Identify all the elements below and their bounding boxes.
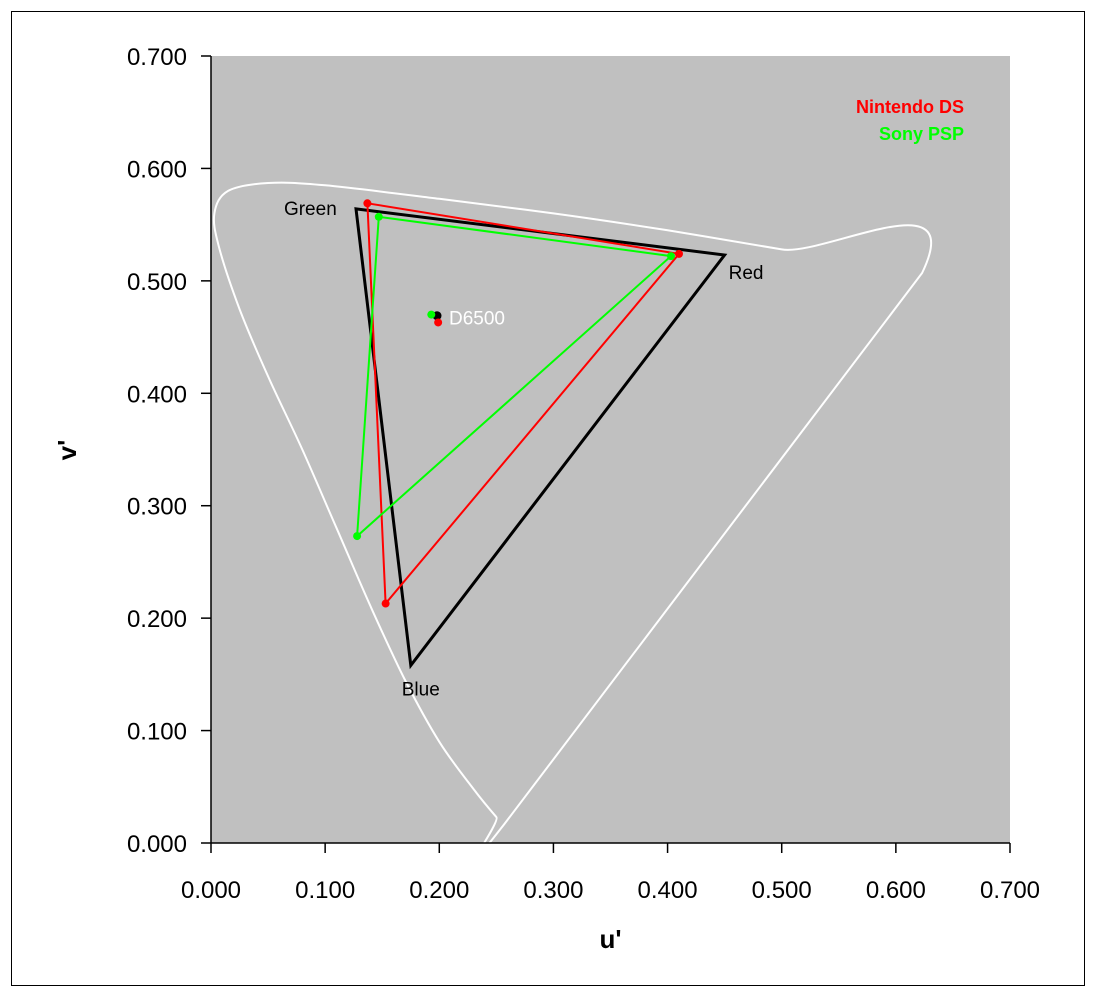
red-primary-label: Red [729, 263, 764, 284]
white-point-label: D6500 [449, 309, 505, 330]
legend-entry-nintendo-ds: Nintendo DS [856, 97, 964, 117]
nintendo-ds-primary-point-1 [674, 249, 683, 258]
sony-psp-gamut-triangle [355, 215, 674, 539]
y-tick-label: 0.300 [127, 494, 187, 521]
nintendo-ds-white-point [434, 318, 443, 327]
sony-psp-white-point [427, 310, 436, 319]
y-tick-label: 0.700 [127, 44, 187, 71]
spectral-locus-layer [212, 181, 932, 866]
nintendo-ds-primary-point-0 [363, 199, 372, 208]
y-tick-label: 0.500 [127, 269, 187, 296]
series-layer [353, 199, 728, 670]
nintendo-ds-primary-point-2 [381, 599, 390, 608]
green-primary-label: Green [284, 199, 337, 220]
x-tick-label: 0.200 [409, 877, 469, 904]
x-tick-label: 0.500 [752, 877, 812, 904]
nintendo-ds-gamut-triangle [366, 202, 681, 607]
x-tick-label: 0.300 [523, 877, 583, 904]
y-tick-label: 0.600 [127, 156, 187, 183]
legend-entry-sony-psp: Sony PSP [879, 124, 964, 144]
sony-psp-primary-point-1 [666, 252, 675, 261]
x-tick-label: 0.700 [980, 877, 1040, 904]
x-tick-label: 0.400 [638, 877, 698, 904]
plot-area [211, 56, 1010, 843]
spectral-locus-curve [212, 181, 932, 866]
axes-layer: 0.000 0.100 0.200 0.300 0.400 0.500 0.600 0.700… [127, 44, 1040, 904]
y-tick-label: 0.200 [127, 606, 187, 633]
sony-psp-primary-point-2 [353, 532, 362, 541]
y-axis-title: v' [52, 440, 82, 461]
x-tick-label: 0.000 [181, 877, 241, 904]
blue-primary-label: Blue [402, 679, 440, 700]
y-tick-label: 0.400 [127, 381, 187, 408]
y-tick-label: 0.100 [127, 719, 187, 746]
x-axis-title: u' [599, 924, 621, 954]
y-tick-label: 0.000 [127, 831, 187, 858]
x-tick-label: 0.100 [295, 877, 355, 904]
sony-psp-primary-point-0 [374, 212, 383, 221]
x-tick-label: 0.600 [866, 877, 926, 904]
